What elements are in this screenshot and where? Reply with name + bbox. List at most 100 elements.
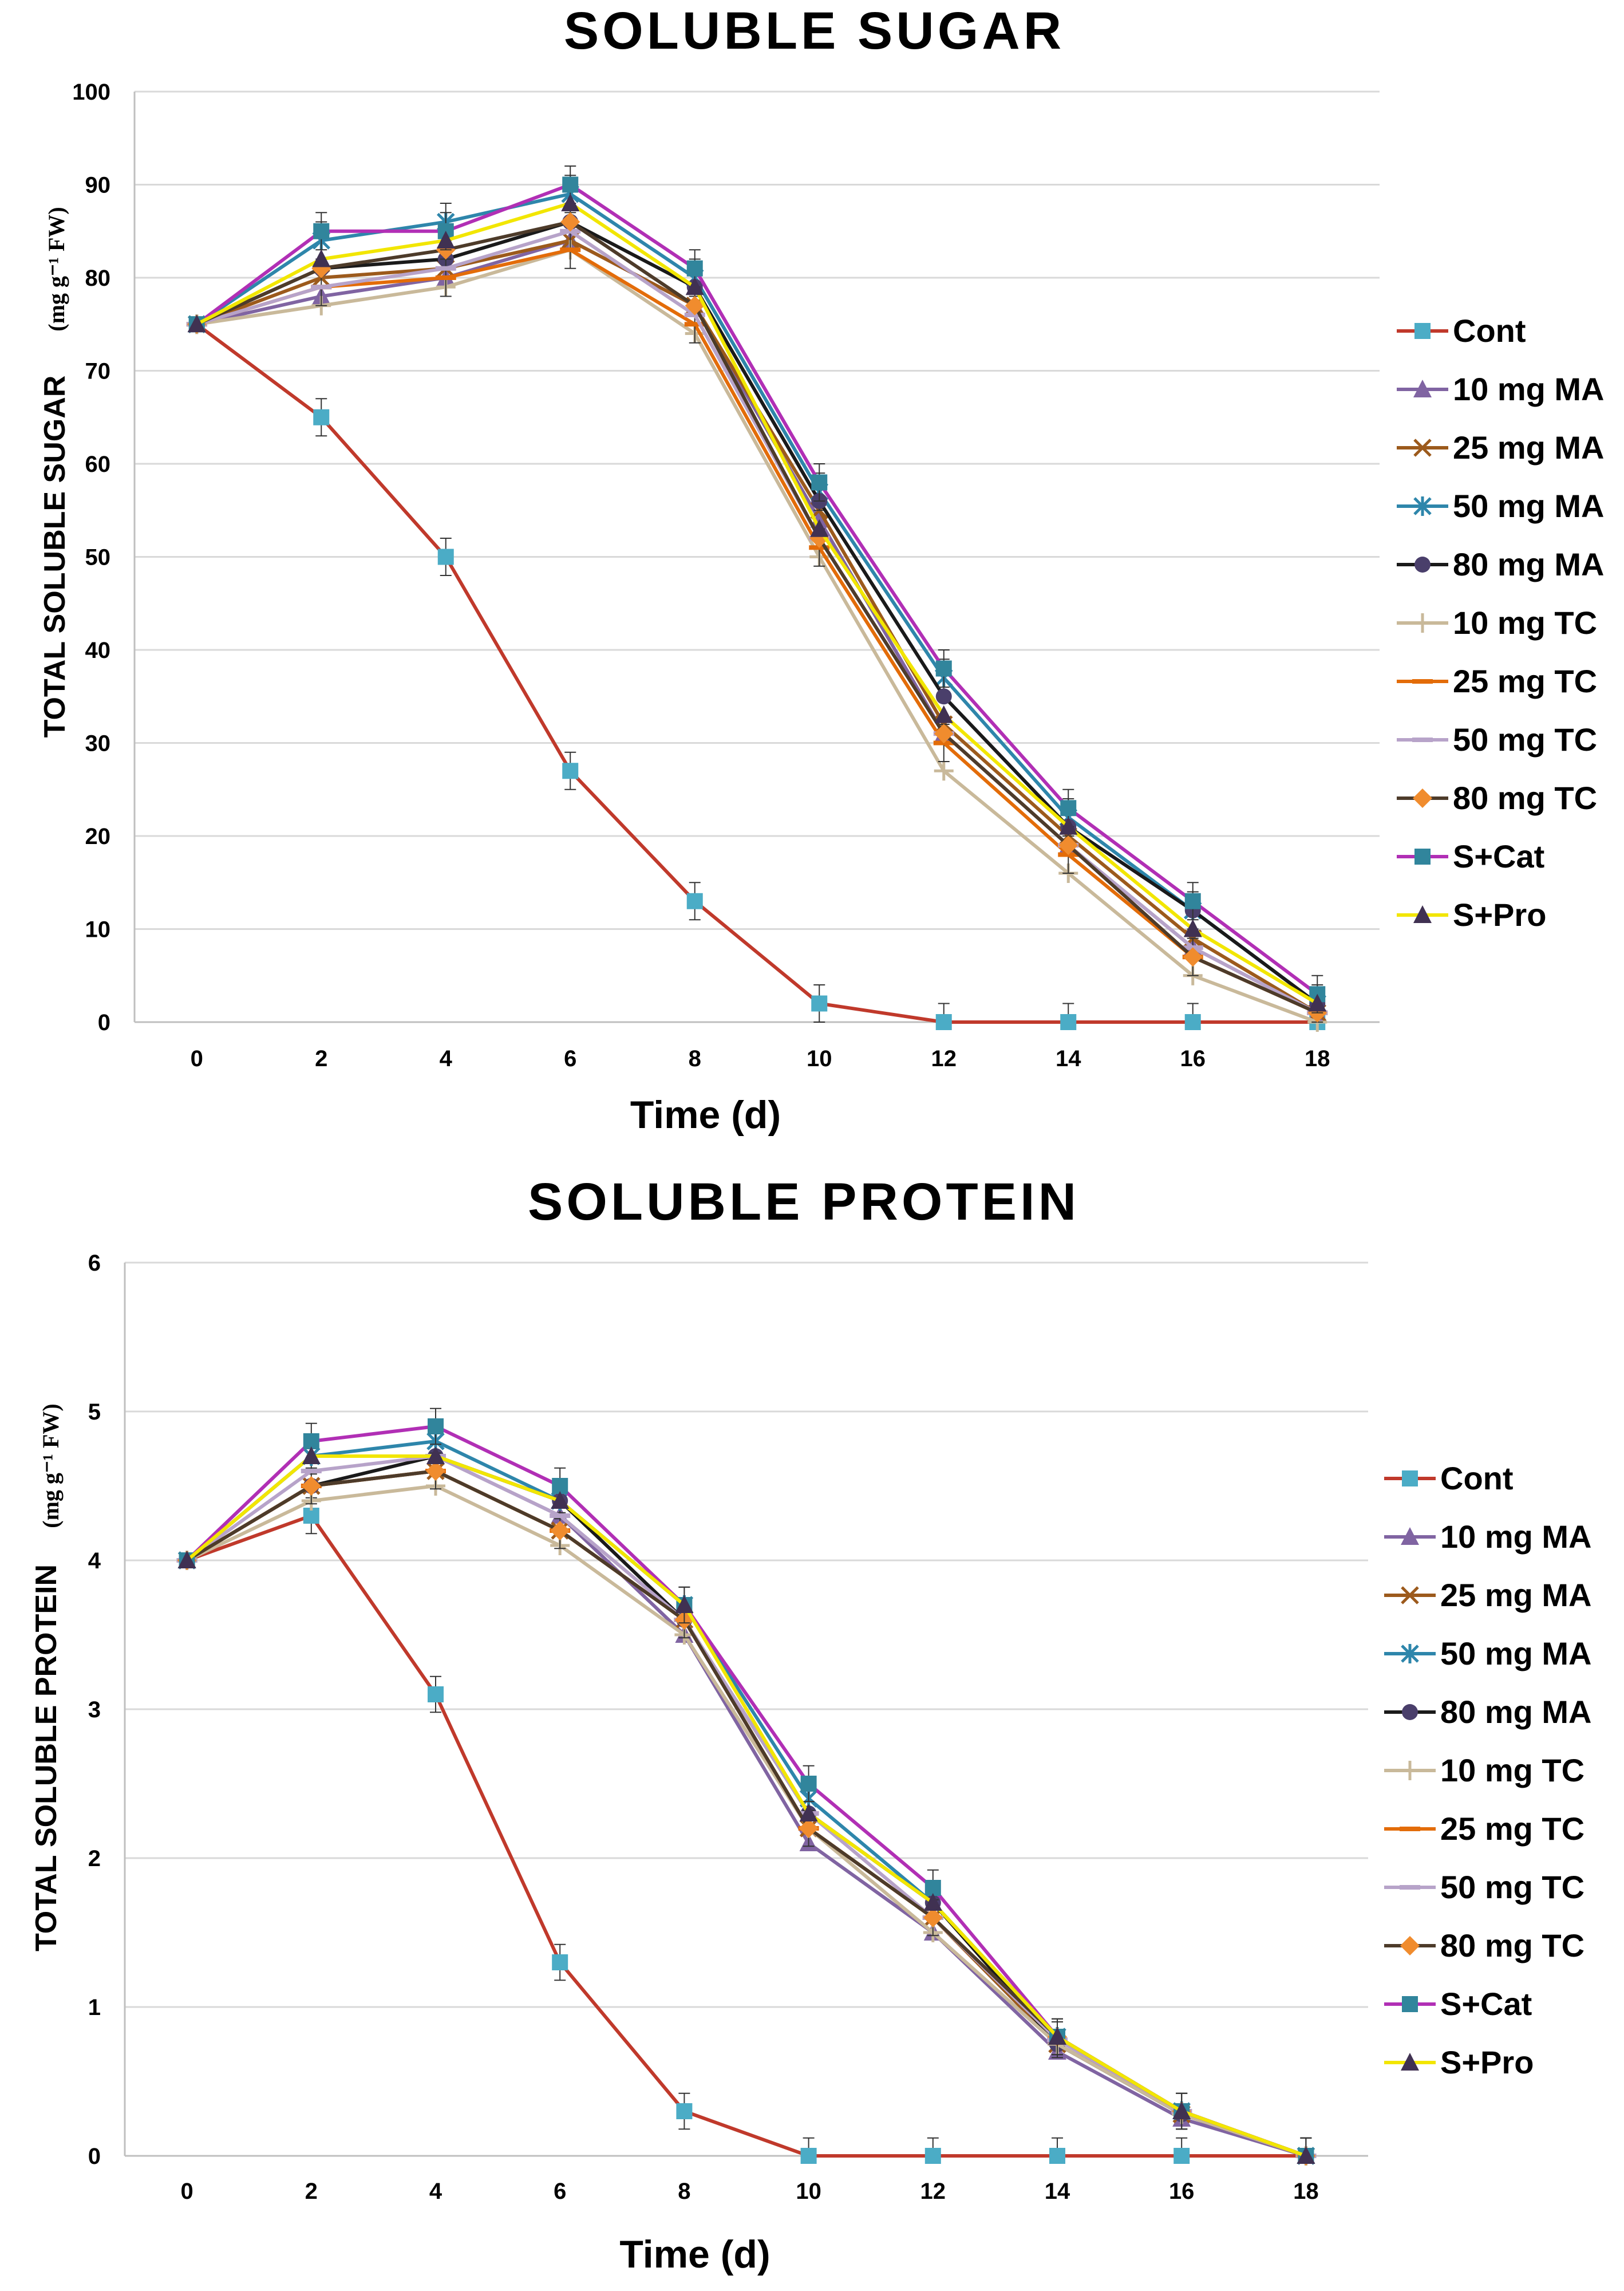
y-axis-label: TOTAL SOLUBLE PROTEIN bbox=[30, 1564, 63, 1951]
x-tick-label: 6 bbox=[564, 1046, 576, 1071]
legend-item-50-mg-ma: 50 mg MA bbox=[1397, 488, 1605, 524]
data-point bbox=[1183, 919, 1202, 937]
series-line bbox=[186, 1514, 1306, 2158]
y-axis-label: TOTAL SOLUBLE SUGAR bbox=[38, 376, 72, 738]
data-point bbox=[550, 1521, 570, 1540]
y-tick-label: 1 bbox=[88, 1995, 101, 2020]
data-point bbox=[1060, 1014, 1077, 1030]
x-tick-label: 0 bbox=[180, 2179, 193, 2204]
data-point bbox=[1048, 2027, 1066, 2045]
legend-item-80-mg-tc: 80 mg TC bbox=[1384, 1927, 1585, 1963]
y-tick-label: 0 bbox=[88, 2144, 101, 2169]
legend-label: S+Pro bbox=[1453, 897, 1546, 933]
x-tick-label: 6 bbox=[554, 2179, 566, 2204]
series-50-mg-ma bbox=[187, 175, 1327, 1023]
legend-marker bbox=[1413, 788, 1432, 808]
y-tick-label: 100 bbox=[72, 80, 110, 105]
legend-item-25-mg-tc: 25 mg TC bbox=[1397, 663, 1597, 699]
x-tick-label: 16 bbox=[1180, 1046, 1206, 1071]
legend-label: 80 mg TC bbox=[1453, 780, 1597, 816]
legend-item-cont: Cont bbox=[1397, 313, 1526, 349]
series-line bbox=[186, 1469, 1307, 2158]
series-s-pro bbox=[177, 1446, 1315, 2164]
x-tick-label: 2 bbox=[305, 2179, 318, 2204]
legend-label: 80 mg MA bbox=[1453, 546, 1605, 582]
data-point bbox=[187, 314, 206, 333]
series-25-mg-tc bbox=[176, 1452, 1317, 2158]
legend-label: 80 mg TC bbox=[1440, 1927, 1585, 1963]
x-tick-label: 8 bbox=[678, 2179, 690, 2204]
series-line bbox=[186, 1484, 1307, 2158]
legend-label: S+Cat bbox=[1453, 838, 1544, 874]
x-tick-label: 18 bbox=[1305, 1046, 1330, 1071]
y-tick-label: 6 bbox=[88, 1251, 101, 1276]
series-25-mg-tc bbox=[186, 230, 1328, 1023]
x-tick-label: 2 bbox=[315, 1046, 327, 1071]
legend-item-80-mg-tc: 80 mg TC bbox=[1397, 780, 1597, 816]
series-line bbox=[195, 183, 1319, 996]
data-point bbox=[935, 660, 952, 677]
data-point bbox=[560, 212, 580, 232]
data-point bbox=[562, 176, 579, 193]
legend-label: S+Pro bbox=[1440, 2044, 1534, 2080]
data-point bbox=[1059, 817, 1078, 835]
data-point bbox=[1058, 835, 1078, 855]
legend-label: 50 mg TC bbox=[1453, 721, 1597, 758]
y-tick-label: 40 bbox=[85, 638, 111, 663]
legend-item-cont: Cont bbox=[1384, 1460, 1514, 1496]
legend-item-10-mg-tc: 10 mg TC bbox=[1397, 605, 1597, 641]
y-tick-label: 70 bbox=[85, 359, 111, 384]
y-tick-label: 2 bbox=[88, 1846, 101, 1871]
legend-label: 10 mg MA bbox=[1440, 1519, 1592, 1555]
data-point bbox=[1049, 2148, 1065, 2164]
series-s-cat bbox=[179, 1407, 1314, 2164]
legend-marker bbox=[1401, 1644, 1419, 1663]
x-tick-label: 18 bbox=[1293, 2179, 1319, 2204]
series-25-mg-ma bbox=[187, 231, 1327, 1022]
legend-label: 25 mg TC bbox=[1440, 1811, 1585, 1847]
y-axis-unit: (mg g⁻¹ FW) bbox=[38, 1403, 64, 1528]
legend-label: 25 mg TC bbox=[1453, 663, 1597, 699]
legend-label: 50 mg TC bbox=[1440, 1869, 1585, 1905]
data-point bbox=[437, 549, 454, 565]
data-point bbox=[800, 1776, 817, 1792]
y-tick-label: 50 bbox=[85, 545, 111, 570]
data-point bbox=[550, 1513, 571, 1518]
data-point bbox=[302, 1446, 321, 1464]
legend-marker bbox=[1401, 2053, 1419, 2071]
y-tick-label: 90 bbox=[85, 173, 111, 198]
x-tick-label: 0 bbox=[191, 1046, 203, 1071]
data-point bbox=[676, 2103, 693, 2119]
legend-marker bbox=[1401, 1527, 1419, 1545]
series-line bbox=[196, 220, 1318, 1015]
legend-item-s-pro: S+Pro bbox=[1384, 2044, 1534, 2080]
data-point bbox=[562, 763, 579, 779]
x-tick-label: 10 bbox=[807, 1046, 832, 1071]
chart-soluble-sugar: SOLUBLE SUGAR 0 10 20 30 40 50 60 70 80 90 100 0 2 4 6 8… bbox=[38, 2, 1605, 1137]
series-line bbox=[196, 239, 1318, 1015]
data-point bbox=[552, 1954, 568, 1970]
legend-item-25-mg-ma: 25 mg MA bbox=[1384, 1577, 1592, 1613]
legend-marker bbox=[1413, 380, 1432, 397]
x-tick-label: 14 bbox=[1056, 1046, 1081, 1071]
series-10-mg-tc bbox=[187, 240, 1327, 1032]
data-point bbox=[301, 1469, 322, 1473]
y-tick-label: 3 bbox=[88, 1697, 101, 1722]
legend-marker bbox=[1400, 1827, 1420, 1831]
legend-label: 50 mg MA bbox=[1453, 488, 1605, 524]
data-point bbox=[935, 1014, 952, 1030]
series-line bbox=[195, 322, 1318, 1024]
data-point bbox=[428, 1418, 444, 1434]
series-line bbox=[196, 202, 1318, 1005]
data-point bbox=[1297, 2146, 1315, 2164]
data-point bbox=[799, 1819, 819, 1838]
data-point bbox=[923, 1893, 942, 1911]
data-point bbox=[811, 995, 828, 1012]
data-point bbox=[177, 1551, 196, 1568]
data-point bbox=[1172, 2101, 1191, 2119]
legend-marker bbox=[1401, 1586, 1419, 1604]
legend-item-80-mg-ma: 80 mg MA bbox=[1384, 1694, 1592, 1730]
series-line bbox=[186, 1469, 1307, 2158]
legend-marker bbox=[1400, 1885, 1420, 1890]
y-tick-label: 5 bbox=[88, 1399, 101, 1425]
